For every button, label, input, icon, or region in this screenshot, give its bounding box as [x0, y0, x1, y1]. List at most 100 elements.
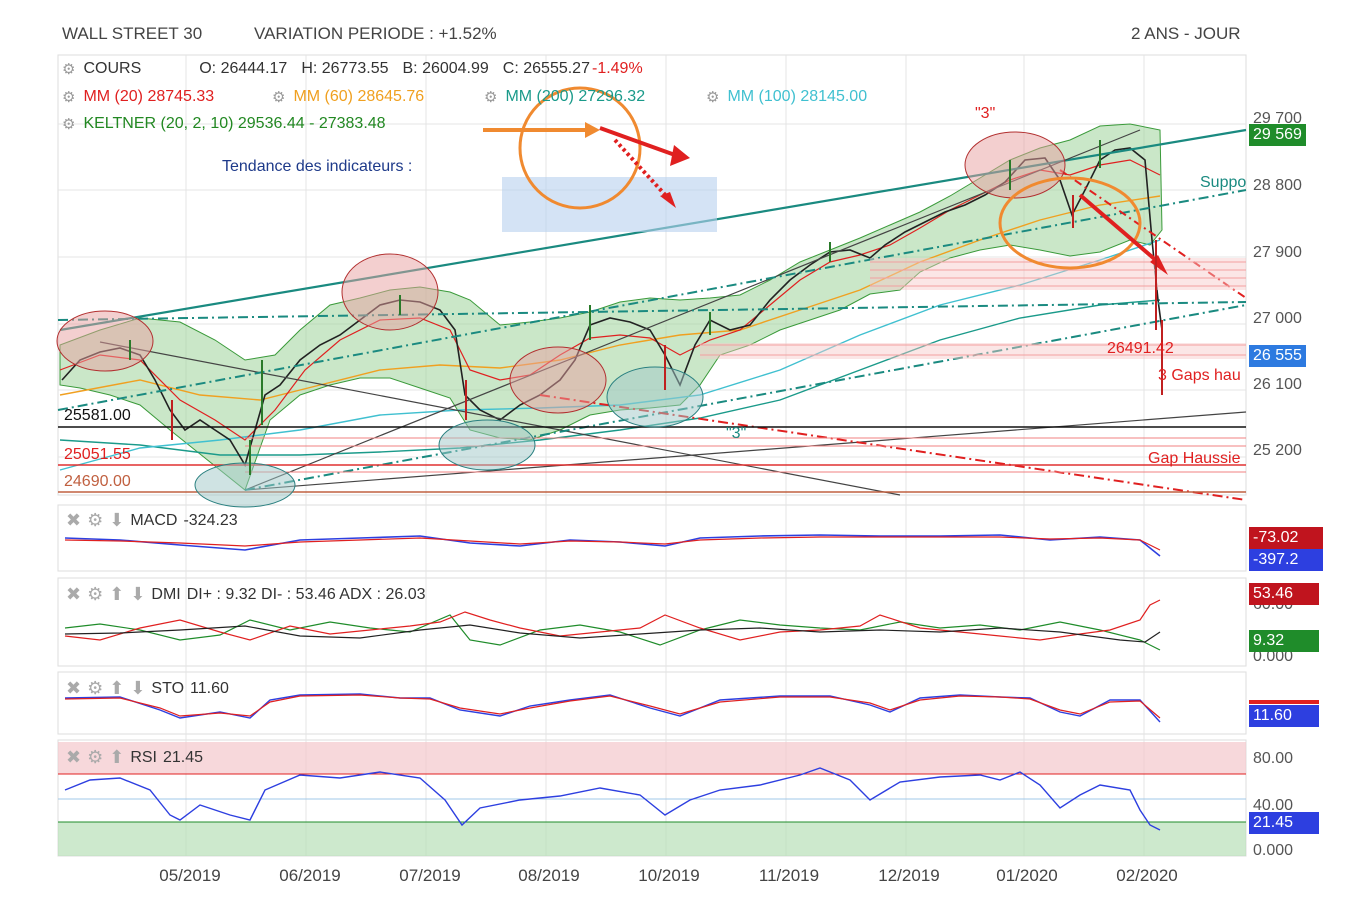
- ellipse-bottom-1: [606, 366, 704, 428]
- x-tick: 08/2019: [518, 866, 580, 885]
- close-icon[interactable]: ✖: [66, 510, 82, 530]
- legend-cours: ⚙ COURS O: 26444.17 H: 26773.55 B: 26004…: [62, 60, 643, 78]
- arrow-down-icon[interactable]: ⬇: [130, 678, 146, 698]
- tendance-label: Tendance des indicateurs :: [222, 158, 413, 175]
- gear-icon[interactable]: ⚙: [706, 89, 720, 106]
- x-tick: 05/2019: [159, 866, 221, 885]
- ellipse-mid: [509, 346, 607, 414]
- macd-value: -324.23: [183, 511, 238, 529]
- support-dashdot-2: [57, 189, 1247, 411]
- price-tick: 25 200: [1253, 442, 1302, 459]
- rsi-tick: 40.00: [1253, 797, 1294, 814]
- arrow-up-icon[interactable]: ⬆: [109, 747, 125, 767]
- red-arrow-chart-shaft: [1078, 193, 1160, 264]
- sto-panel-frame: [57, 671, 1247, 735]
- close-value: C: 26555.27: [502, 60, 590, 77]
- mm100-label: MM (100) 28145.00: [727, 88, 868, 105]
- red-arrow-shaft: [599, 126, 676, 157]
- sto-d: [64, 694, 1161, 719]
- mm60-label: MM (60) 28645.76: [293, 88, 425, 105]
- candles-red: [171, 195, 1163, 440]
- legend-mm200: ⚙ MM (200) 27296.32: [484, 88, 645, 106]
- red-dashdot-down: [539, 394, 1247, 501]
- price-tick: 27 900: [1253, 244, 1302, 261]
- macd-badge-2: -397.2: [1249, 549, 1323, 571]
- close-icon[interactable]: ✖: [66, 584, 82, 604]
- three-top-label: "3": [975, 105, 996, 122]
- period-selector[interactable]: 2 ANS - JOUR: [1131, 24, 1241, 43]
- dmi-tick-bottom: 0.000: [1253, 648, 1294, 665]
- arrow-up-icon[interactable]: ⬆: [109, 584, 125, 604]
- x-tick: 12/2019: [878, 866, 940, 885]
- support-dashdot-1: [57, 301, 1247, 321]
- ellipse-top-3: [964, 131, 1066, 199]
- x-tick: 02/2020: [1116, 866, 1178, 885]
- macd-signal: [64, 536, 1161, 551]
- dmi-badge-plus: 9.32: [1249, 630, 1319, 652]
- gear-icon[interactable]: ⚙: [62, 89, 76, 106]
- dmi-minus: [64, 599, 1161, 641]
- price-tick: 27 000: [1253, 310, 1302, 327]
- instrument-title: WALL STREET 30: [62, 24, 203, 43]
- ellipse-bottom-2: [438, 419, 536, 471]
- black-trend-line-2: [244, 411, 1247, 491]
- ellipse-top-1: [56, 310, 154, 372]
- macd-panel-frame: [57, 504, 1247, 572]
- sto-signal-marker: [1249, 700, 1319, 704]
- gear-icon[interactable]: ⚙: [87, 747, 104, 767]
- three-bottom-label: "3": [726, 425, 747, 442]
- rsi-value: 21.45: [163, 748, 204, 766]
- gap-low-label: 26491.42: [1107, 340, 1174, 357]
- arrow-up-icon[interactable]: ⬆: [109, 678, 125, 698]
- ellipse-bottom-3: [194, 462, 296, 508]
- orange-circle-legend: [518, 86, 642, 210]
- close-icon[interactable]: ✖: [66, 678, 82, 698]
- rsi-oversold-zone: [58, 822, 1246, 856]
- rsi-overbought-zone: [58, 742, 1246, 774]
- sto-label: STO: [151, 679, 185, 697]
- rsi-badge: 21.45: [1249, 812, 1319, 834]
- red-dotted-arrow-head: [660, 192, 676, 208]
- ellipse-top-2: [341, 253, 439, 331]
- arrow-down-icon[interactable]: ⬇: [109, 510, 125, 530]
- legend-mm20: ⚙ MM (20) 28745.33: [62, 88, 214, 106]
- support-dashdot-3: [244, 304, 1247, 491]
- gear-icon[interactable]: ⚙: [62, 116, 76, 133]
- red-dashdot-recent: [1059, 169, 1247, 299]
- x-tick: 07/2019: [399, 866, 461, 885]
- arrow-down-icon[interactable]: ⬇: [130, 584, 146, 604]
- rsi-tick: 80.00: [1253, 750, 1294, 767]
- price-tick: 26 100: [1253, 376, 1302, 393]
- black-down-line: [99, 341, 901, 496]
- open-value: O: 26444.17: [199, 60, 288, 77]
- orange-arrow-head: [585, 122, 600, 138]
- gear-icon[interactable]: ⚙: [484, 89, 498, 106]
- price-badge-top: 29 569: [1249, 124, 1306, 146]
- sto-badge: 11.60: [1249, 705, 1319, 727]
- variation-periode: VARIATION PERIODE : +1.52%: [254, 24, 497, 43]
- sto-value: 11.60: [190, 679, 229, 697]
- macd-badge-1: -73.02: [1249, 527, 1323, 549]
- legend-mm60: ⚙ MM (60) 28645.76: [272, 88, 424, 106]
- price-tick: 28 800: [1253, 177, 1302, 194]
- gear-icon[interactable]: ⚙: [87, 584, 104, 604]
- level-25051-label: 25051.55: [64, 446, 131, 463]
- gear-icon[interactable]: ⚙: [87, 678, 104, 698]
- sto-title: ✖ ⚙ ⬆ ⬇ STO 11.60: [66, 678, 229, 699]
- keltner-label: KELTNER (20, 2, 10) 29536.44 - 27383.48: [83, 115, 386, 132]
- dmi-label: DMI: [151, 585, 181, 603]
- trend-box: [502, 177, 717, 232]
- gear-icon[interactable]: ⚙: [272, 89, 286, 106]
- gear-icon[interactable]: ⚙: [62, 61, 76, 78]
- x-tick: 01/2020: [996, 866, 1058, 885]
- dmi-plus: [64, 614, 1161, 651]
- gap-haussier-label: Gap Haussie: [1148, 450, 1241, 467]
- gear-icon[interactable]: ⚙: [87, 510, 104, 530]
- mm20-label: MM (20) 28745.33: [83, 88, 215, 105]
- close-icon[interactable]: ✖: [66, 747, 82, 767]
- rsi-label: RSI: [130, 748, 157, 766]
- close-change: -1.49%: [591, 60, 643, 77]
- price-badge-last: 26 555: [1249, 345, 1306, 367]
- mm60-line: [59, 195, 1161, 401]
